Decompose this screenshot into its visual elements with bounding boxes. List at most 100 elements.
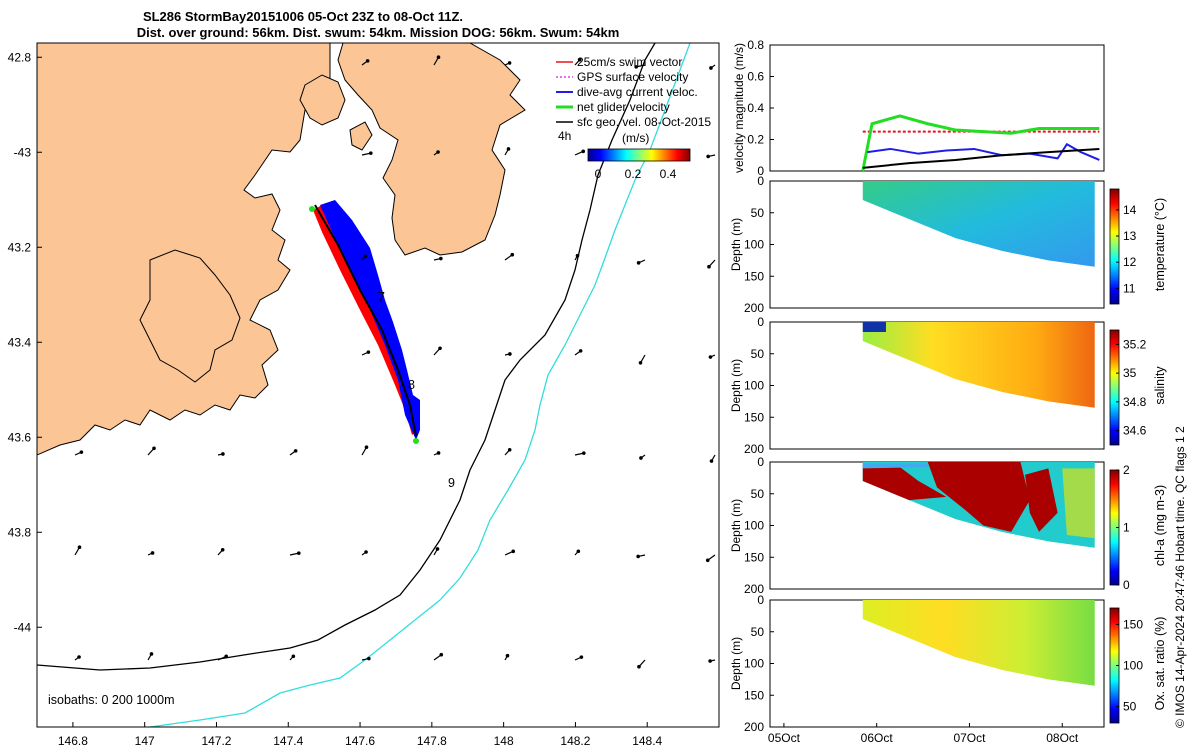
- map-y-ticks: 42.8 -43 43.2 43.4 43.6 43.8 -44: [8, 50, 42, 634]
- geo-arrow-head: [439, 652, 444, 657]
- section-ylabel: Depth (m): [729, 218, 743, 271]
- credit-text: © IMOS 14-Apr-2024 20:47:46 Hobart time.…: [1173, 426, 1187, 728]
- geo-arrow-head: [707, 264, 711, 269]
- geo-arrow-head: [365, 59, 370, 63]
- date-tick-label: 07Oct: [953, 731, 986, 745]
- geo-arrow-head: [575, 253, 580, 258]
- section-ytick-label: 100: [744, 379, 764, 393]
- section-ytick-label: 0: [757, 315, 764, 329]
- colorbar-tick-label: 11: [1123, 281, 1136, 295]
- legend-sfc: sfc geo. vel. 08-Oct-2015: [577, 115, 711, 129]
- geo-arrow-head: [79, 450, 84, 454]
- geo-arrow-head: [706, 154, 710, 159]
- map-xtick-label: 148.4: [632, 734, 662, 748]
- colorbar-tick-label: 100: [1123, 659, 1143, 673]
- section-ytick-label: 200: [744, 442, 764, 456]
- colorbar-tick-label: 150: [1123, 617, 1143, 631]
- velocity-frame: [769, 44, 1105, 172]
- geo-arrow-head: [436, 55, 441, 60]
- velocity-y-ticks: 0 0.2 0.4 0.6 0.8: [747, 38, 774, 178]
- geo-arrow-head: [220, 547, 225, 552]
- geo-arrow-head: [510, 252, 515, 257]
- geo-arrow-head: [291, 654, 296, 659]
- velocity-ytick-label: 0.4: [747, 101, 764, 115]
- colorbar-tick-label: 0: [1123, 578, 1130, 592]
- geo-arrow-head: [224, 654, 229, 659]
- date-tick-label: 06Oct: [861, 731, 894, 745]
- geo-arrow-head: [436, 451, 441, 455]
- map-xtick-label: 146.8: [58, 734, 88, 748]
- colorbar-tick-label: 34.8: [1123, 395, 1147, 409]
- map-xtick-label: 147.6: [345, 734, 375, 748]
- geo-arrow-head: [366, 350, 371, 354]
- geo-arrow-head: [77, 545, 82, 550]
- velocity-series-net-glider: [861, 114, 1100, 172]
- geo-arrow-head: [439, 256, 443, 261]
- section-ylabel: Depth (m): [729, 499, 743, 552]
- date-ticks: 05Oct 06Oct 07Oct 08Oct: [768, 723, 1079, 745]
- colorbar-units: (m/s): [622, 131, 649, 145]
- map-ytick-label: -43: [14, 145, 32, 159]
- track-end: [413, 438, 419, 444]
- velocity-ytick-label: 0: [757, 164, 764, 178]
- geo-arrow-head: [708, 659, 712, 663]
- map-panel: 146.8 147 147.2 147.4 147.6 147.8 148 148.2 148.…: [8, 42, 720, 748]
- geo-arrow-head: [507, 61, 512, 65]
- map-legend: 25cm/s swim vector GPS surface velocity …: [556, 55, 711, 181]
- geo-arrow-head: [505, 653, 510, 658]
- colorbar-label: chl-a (mg m-3): [1153, 485, 1167, 566]
- section-ylabel: Depth (m): [729, 359, 743, 412]
- title-line-2: Dist. over ground: 56km. Dist. swum: 54k…: [137, 25, 620, 40]
- map-ytick-label: 43.6: [8, 430, 32, 444]
- geo-arrow-head: [297, 551, 301, 555]
- day-marker-8: 8: [408, 378, 415, 392]
- colorbar-tick-label: 34.6: [1123, 424, 1147, 438]
- map-ytick-label: 43.4: [8, 335, 32, 349]
- map-frame: [36, 42, 720, 728]
- geo-arrow-head: [435, 547, 440, 551]
- colorbar-tick-label: 14: [1123, 203, 1137, 217]
- legend-gps: GPS surface velocity: [577, 70, 688, 84]
- day-marker-7: 7: [378, 290, 385, 304]
- map-ytick-label: 42.8: [8, 50, 32, 64]
- chl-blob: [862, 465, 947, 501]
- colorbar-tick-02: 0.2: [625, 167, 642, 181]
- legend-net: net glider velocity: [577, 100, 670, 114]
- section-ytick-label: 0: [757, 174, 764, 188]
- track-red: [313, 205, 418, 435]
- track-blue: [320, 200, 420, 440]
- date-tick-label: 05Oct: [768, 731, 801, 745]
- geo-arrow-head: [364, 445, 369, 450]
- title-line-1: SL286 StormBay20151006 05-Oct 23Z to 08-…: [143, 9, 463, 24]
- map-xtick-label: 147.8: [417, 734, 447, 748]
- east-land: [337, 43, 526, 256]
- island-north: [299, 74, 346, 126]
- track-black: [314, 204, 417, 437]
- section-salinity: 0 50 100 150 200 Depth (m) 34.6 34.8 35 35.2 salin…: [729, 315, 1167, 456]
- section-colorbar: [1109, 188, 1120, 305]
- velocity-series: [861, 114, 1100, 172]
- section-colorbar: [1109, 329, 1120, 446]
- geo-arrow-head: [636, 261, 641, 265]
- geo-arrow-head: [577, 57, 582, 62]
- geo-arrow-head: [367, 656, 371, 661]
- colorbar-label: temperature (°C): [1153, 198, 1167, 291]
- section-ytick-label: 150: [744, 550, 764, 564]
- geo-velocity-arrows: [74, 55, 716, 669]
- map-xtick-label: 147.2: [201, 734, 231, 748]
- section-ytick-label: 200: [744, 720, 764, 734]
- velocity-ytick-label: 0.2: [747, 133, 764, 147]
- track-start: [309, 206, 315, 212]
- geo-arrow-head: [438, 346, 442, 351]
- geo-arrow-head: [507, 447, 512, 452]
- colorbar-tick-0: 0: [595, 167, 602, 181]
- section-ytick-label: 150: [744, 269, 764, 283]
- speed-colorbar: [587, 148, 691, 162]
- geo-arrow-head: [221, 452, 225, 456]
- map-xtick-label: 147.4: [273, 734, 303, 748]
- colorbar-label: Ox. sat. ratio (%): [1153, 617, 1167, 711]
- geo-arrow-head: [576, 549, 581, 554]
- geo-arrow-head: [149, 652, 154, 656]
- geo-arrow-head: [436, 150, 440, 154]
